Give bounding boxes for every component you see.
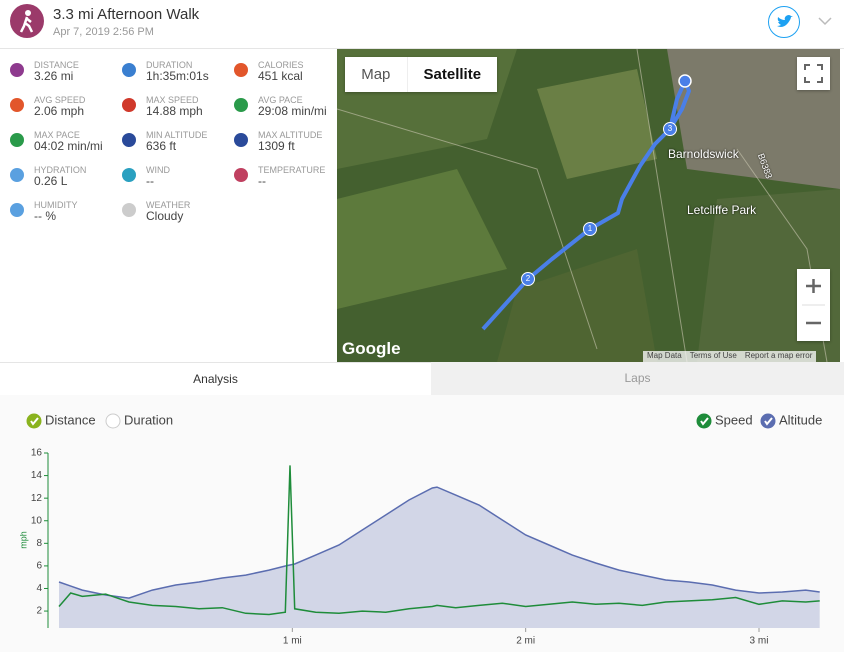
attribution-link[interactable]: Map Data — [647, 351, 682, 360]
route-marker: 1 — [583, 222, 597, 236]
stat-icon — [234, 63, 248, 77]
header: 3.3 mi Afternoon Walk Apr 7, 2019 2:56 P… — [0, 0, 844, 49]
y-axis-label: mph — [18, 531, 28, 549]
stat-label: MAX PACE — [34, 130, 80, 140]
duration-toggle[interactable]: Duration — [124, 412, 173, 427]
map[interactable]: 1 2 3 Map Satellite Barnoldswick Letcliffe… — [337, 49, 840, 362]
legend-item-check[interactable] — [760, 413, 776, 429]
stat-value: -- — [258, 174, 266, 188]
y-tick-label: 10 — [31, 515, 43, 526]
stat-value: Cloudy — [146, 209, 184, 223]
altitude-area — [59, 487, 820, 628]
attribution-link[interactable]: Report a map error — [744, 351, 813, 360]
stat-label: MIN ALTITUDE — [146, 130, 208, 140]
stat-label: WEATHER — [146, 200, 191, 210]
legend-item-check[interactable] — [696, 413, 712, 429]
stat-icon — [122, 203, 136, 217]
stat-icon — [122, 168, 136, 182]
stat-value: 2.06 mph — [34, 104, 85, 118]
stat-label: HYDRATION — [34, 165, 87, 175]
zoom-control[interactable] — [797, 269, 830, 341]
distance-toggle[interactable]: Distance — [45, 412, 96, 427]
duration-toggle-check[interactable] — [105, 413, 121, 429]
fullscreen-button[interactable] — [797, 57, 830, 90]
stat-value: 1309 ft — [258, 139, 295, 153]
tab-laps[interactable]: Laps — [431, 362, 844, 395]
stat-icon — [234, 133, 248, 147]
stat-label: TEMPERATURE — [258, 165, 326, 175]
satellite-button[interactable]: Satellite — [406, 57, 497, 92]
stat-label: DISTANCE — [34, 60, 79, 70]
activity-icon — [10, 4, 44, 38]
twitter-button[interactable] — [768, 6, 800, 38]
attribution: Map Data Terms of Use Report a map error — [643, 351, 817, 362]
stat-icon — [10, 63, 24, 77]
route-marker: 2 — [521, 272, 535, 286]
series-line — [58, 486, 820, 599]
stat-value: 636 ft — [146, 139, 177, 153]
stat-label: AVG PACE — [258, 95, 303, 105]
y-tick-label: 4 — [36, 583, 42, 594]
check-mark — [30, 417, 39, 426]
y-tick-label: 14 — [31, 470, 43, 481]
stat-icon — [10, 98, 24, 112]
y-tick-label: 8 — [36, 538, 42, 549]
stat-icon — [10, 168, 24, 182]
y-tick-label: 16 — [31, 448, 43, 459]
stat-label: DURATION — [146, 60, 193, 70]
stat-label: MAX ALTITUDE — [258, 130, 323, 140]
place-label: Barnoldswick — [668, 147, 739, 161]
y-tick-label: 12 — [31, 493, 43, 504]
brand: Google — [342, 339, 401, 358]
legend-item[interactable]: Speed — [715, 412, 753, 427]
check-mark — [700, 417, 709, 426]
stat-value: 0.26 L — [34, 174, 68, 188]
stat-label: WIND — [146, 165, 170, 175]
analysis-panel — [0, 395, 844, 652]
stats-panel: DISTANCE 3.26 mi DURATION 1h:35m:01s CALORIE… — [0, 49, 336, 362]
stat-value: 1h:35m:01s — [146, 69, 209, 83]
series-line — [58, 465, 820, 616]
stat-label: CALORIES — [258, 60, 304, 70]
x-tick-label: 3 mi — [750, 636, 769, 647]
stat-value: 04:02 min/mi — [34, 139, 103, 153]
stat-icon — [234, 168, 248, 182]
x-tick-label: 2 mi — [516, 636, 535, 647]
y-tick-label: 6 — [36, 561, 42, 572]
stat-value: -- — [146, 174, 154, 188]
title: 3.3 mi Afternoon Walk — [53, 6, 200, 23]
stat-icon — [122, 63, 136, 77]
place-label: Letcliffe Park — [687, 203, 757, 217]
stat-label: HUMIDITY — [34, 200, 78, 210]
stat-value: -- % — [34, 209, 56, 223]
stat-label: MAX SPEED — [146, 95, 199, 105]
stat-icon — [10, 133, 24, 147]
stat-value: 14.88 mph — [146, 104, 203, 118]
stat-icon — [122, 98, 136, 112]
dropdown[interactable] — [818, 16, 832, 26]
stat-value: 29:08 min/mi — [258, 104, 327, 118]
y-tick-label: 2 — [36, 606, 42, 617]
tab-analysis[interactable]: Analysis — [0, 362, 431, 396]
route-marker: 3 — [663, 122, 677, 136]
stat-icon — [234, 98, 248, 112]
stat-icon — [10, 203, 24, 217]
stat-label: AVG SPEED — [34, 95, 86, 105]
distance-toggle-check[interactable] — [26, 413, 42, 429]
stat-icon — [122, 133, 136, 147]
x-tick-label: 1 mi — [283, 636, 302, 647]
check-mark — [764, 417, 773, 426]
stat-value: 451 kcal — [258, 69, 303, 83]
stat-value: 3.26 mi — [34, 69, 74, 83]
map-button[interactable]: Map — [361, 66, 391, 83]
attribution-link[interactable]: Terms of Use — [689, 351, 737, 360]
map-type-control: Map Satellite — [345, 57, 497, 92]
date: Apr 7, 2019 2:56 PM — [53, 26, 154, 38]
legend-item[interactable]: Altitude — [779, 412, 822, 427]
